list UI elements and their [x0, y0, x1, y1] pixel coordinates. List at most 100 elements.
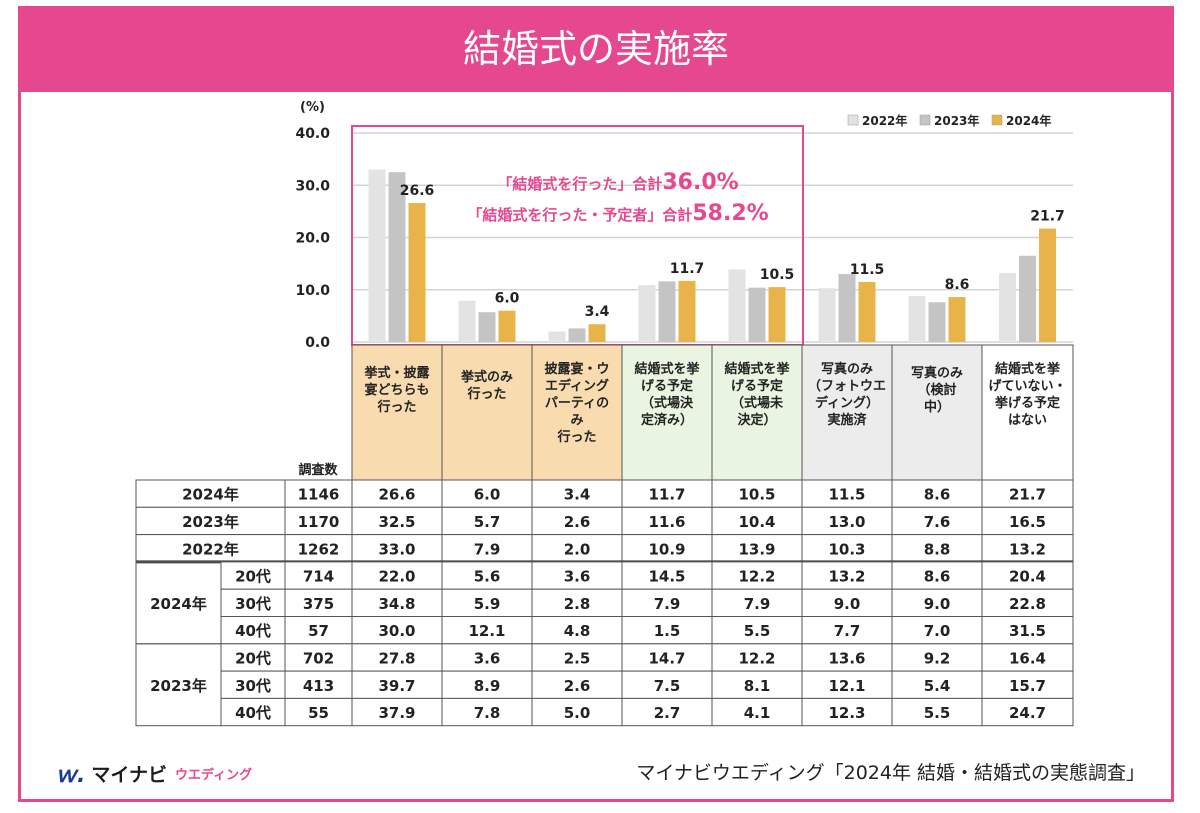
category-label: 写真のみ	[821, 361, 873, 377]
table-cell: 5.7	[474, 513, 501, 531]
category-label: （検討	[917, 382, 956, 398]
table-cell: 7.9	[474, 540, 501, 558]
category-label: 行った	[556, 429, 596, 445]
table-cell: 2.7	[654, 704, 681, 722]
table-cell: 5.6	[474, 568, 501, 586]
table-row	[220, 670, 1074, 699]
category-header-cell	[441, 344, 533, 481]
age-label: 30代	[235, 677, 271, 695]
table-cell: 7.7	[834, 622, 861, 640]
bar-2023年-5	[748, 287, 766, 342]
category-header-cell	[711, 344, 803, 481]
table-cell: 10.5	[738, 486, 775, 504]
table-cell: 13.9	[738, 540, 775, 558]
sample-count: 1146	[298, 486, 340, 504]
y-tick-label: 30.0	[295, 178, 330, 194]
sample-count: 1170	[298, 513, 340, 531]
table-cell: 7.9	[744, 595, 771, 613]
data-label: 3.4	[585, 304, 610, 320]
table-cell: 22.0	[378, 568, 415, 586]
table-cell: 30.0	[378, 622, 415, 640]
category-label: 挙式のみ	[460, 369, 513, 385]
table-cell: 10.9	[648, 540, 685, 558]
table-cell: 13.2	[828, 568, 865, 586]
table-cell: 7.6	[924, 513, 951, 531]
bar-2023年-8	[1019, 255, 1036, 342]
table-cell: 11.6	[648, 513, 685, 531]
data-label: 6.0	[495, 291, 520, 307]
table-cell: 10.4	[738, 513, 775, 531]
category-label: 宴どちらも	[364, 382, 429, 398]
logo-mark: ｗ.	[55, 763, 86, 788]
age-label: 40代	[235, 622, 271, 640]
table-cell: 7.8	[474, 704, 501, 722]
table-cell: 39.7	[378, 677, 415, 695]
table-cell: 8.8	[924, 540, 951, 558]
table-cell: 3.4	[564, 486, 591, 504]
category-label: 結婚式を挙	[724, 361, 790, 377]
total-annotation-held: 「結婚式を行った」合計36.0%	[497, 170, 738, 195]
table-cell: 10.3	[828, 540, 865, 558]
sample-count: 702	[303, 649, 334, 667]
table-row	[220, 588, 1074, 618]
table-cell: 16.4	[1009, 649, 1046, 667]
bar-2023年-4	[658, 281, 676, 342]
bar-2024年-8	[1039, 228, 1056, 342]
table-cell: 24.7	[1009, 704, 1046, 722]
bar-2024年-3	[588, 324, 606, 342]
brand-logo: ｗ. マイナビ ウエディング	[55, 758, 252, 788]
bar-2023年-6	[838, 274, 856, 342]
table-cell: 14.7	[648, 649, 685, 667]
bar-2023年-7	[928, 302, 946, 342]
legend-label: 2024年	[1006, 113, 1051, 128]
sample-count: 375	[303, 595, 334, 613]
sample-count: 57	[308, 622, 329, 640]
y-unit-label: (%)	[300, 100, 325, 115]
row-label: 2024年	[182, 486, 239, 504]
table-cell: 22.8	[1009, 595, 1046, 613]
table-cell: 13.2	[1009, 540, 1046, 558]
group-label: 2023年	[150, 677, 207, 695]
category-label: 行った	[466, 386, 506, 402]
sample-count: 1262	[298, 540, 340, 558]
table-cell: 8.6	[924, 486, 951, 504]
table-cell: 13.6	[828, 649, 865, 667]
category-label: み	[570, 413, 583, 428]
category-label: げる予定	[731, 378, 783, 394]
sample-count: 55	[308, 704, 329, 722]
sample-count: 714	[303, 568, 334, 586]
table-row	[135, 534, 1074, 563]
table-cell: 31.5	[1009, 622, 1046, 640]
category-label: 実施済	[827, 412, 867, 428]
title-bar: 結婚式の実施率	[18, 6, 1174, 92]
legend-swatch	[847, 114, 859, 126]
table-cell: 2.6	[564, 677, 591, 695]
page-title: 結婚式の実施率	[462, 27, 729, 71]
legend-swatch	[919, 114, 931, 126]
table-cell: 8.6	[924, 568, 951, 586]
data-label: 26.6	[400, 183, 435, 199]
table-cell: 2.8	[564, 595, 591, 613]
table-cell: 26.6	[378, 486, 415, 504]
bar-2022年-6	[818, 288, 836, 342]
row-label: 2022年	[182, 540, 239, 558]
table-row	[220, 561, 1074, 590]
bar-2024年-1	[408, 203, 426, 342]
category-label: げる予定	[641, 378, 693, 394]
table-cell: 13.0	[828, 513, 865, 531]
category-label: 行った	[376, 399, 416, 415]
table-cell: 9.0	[834, 595, 861, 613]
bar-2023年-3	[568, 328, 586, 342]
bar-2024年-2	[498, 310, 516, 342]
category-label: 中）	[924, 399, 950, 415]
table-cell: 5.5	[924, 704, 951, 722]
category-label: 結婚式を挙	[995, 361, 1061, 377]
data-label: 8.6	[945, 277, 970, 293]
bar-2022年-8	[999, 273, 1016, 342]
logo-subtext: ウエディング	[174, 767, 253, 783]
table-cell: 12.2	[738, 568, 775, 586]
data-label: 11.5	[850, 262, 885, 278]
logo-text: マイナビ	[91, 763, 167, 786]
category-header-cell	[801, 344, 893, 481]
